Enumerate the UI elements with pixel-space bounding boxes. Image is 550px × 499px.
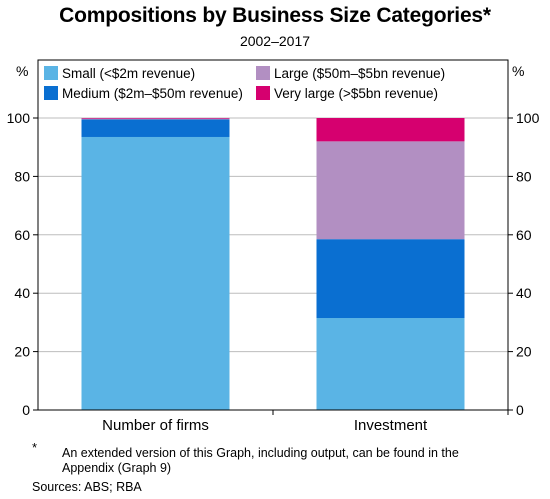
legend-label: Medium ($2m–$50m revenue) [62, 86, 243, 101]
bar-segment [81, 119, 230, 137]
y-tick-label-right: 40 [516, 285, 532, 301]
footnote-text: An extended version of this Graph, inclu… [62, 446, 459, 475]
bar-segment [316, 118, 465, 142]
bars [81, 118, 465, 411]
y-tick-label-right: 0 [516, 402, 524, 418]
legend-label: Large ($50m–$5bn revenue) [274, 66, 445, 81]
y-tick-label-right: 60 [516, 227, 532, 243]
y-tick-label-left: 20 [14, 344, 30, 360]
y-tick-label-left: 40 [14, 285, 30, 301]
legend-label: Very large (>$5bn revenue) [274, 86, 438, 101]
y-tick-labels: 0 0 20 20 40 40 60 60 80 80 100 100 [7, 110, 540, 418]
bar-segment [316, 141, 465, 240]
sources: Sources: ABS; RBA [32, 480, 142, 494]
y-tick-label-left: 0 [22, 402, 30, 418]
y-tick-label-right: 20 [516, 344, 532, 360]
x-tick-label: Investment [354, 417, 428, 434]
bar-segment [316, 318, 465, 410]
y-tick-label-left: 100 [7, 110, 31, 126]
legend-swatch [44, 86, 58, 100]
legend-swatch [256, 86, 270, 100]
y-tick-label-right: 100 [516, 110, 540, 126]
y-tick-label-left: 60 [14, 227, 30, 243]
x-tick-label: Number of firms [102, 417, 209, 434]
legend-swatch [256, 66, 270, 80]
legend-label: Small (<$2m revenue) [62, 66, 195, 81]
x-tick-labels: Number of firms Investment [102, 410, 509, 434]
footnote-mark: * [32, 440, 38, 455]
legend-swatch [44, 66, 58, 80]
chart-subtitle: 2002–2017 [239, 33, 311, 49]
chart-title: Compositions by Business Size Categories… [59, 4, 491, 27]
y-unit-right: % [512, 63, 524, 79]
y-unit-left: % [16, 63, 28, 79]
y-tick-label-left: 80 [14, 168, 30, 184]
y-tick-label-right: 80 [516, 168, 532, 184]
bar-segment [81, 118, 230, 119]
bar-segment [81, 118, 230, 120]
stacked-bar-chart: 0 0 20 20 40 40 60 60 80 80 100 100 Number of firms… [7, 59, 540, 434]
legend: Small (<$2m revenue) Large ($50m–$5bn rev… [44, 66, 445, 101]
bar-segment [81, 136, 230, 411]
bar-segment [316, 239, 465, 319]
